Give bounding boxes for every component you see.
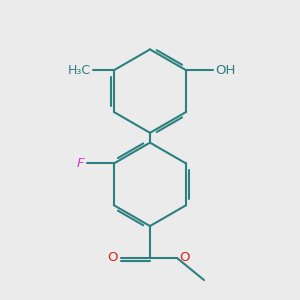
Text: H₃C: H₃C <box>68 64 91 77</box>
Text: O: O <box>179 251 190 265</box>
Text: OH: OH <box>216 64 236 77</box>
Text: O: O <box>107 251 118 265</box>
Text: F: F <box>77 157 84 170</box>
